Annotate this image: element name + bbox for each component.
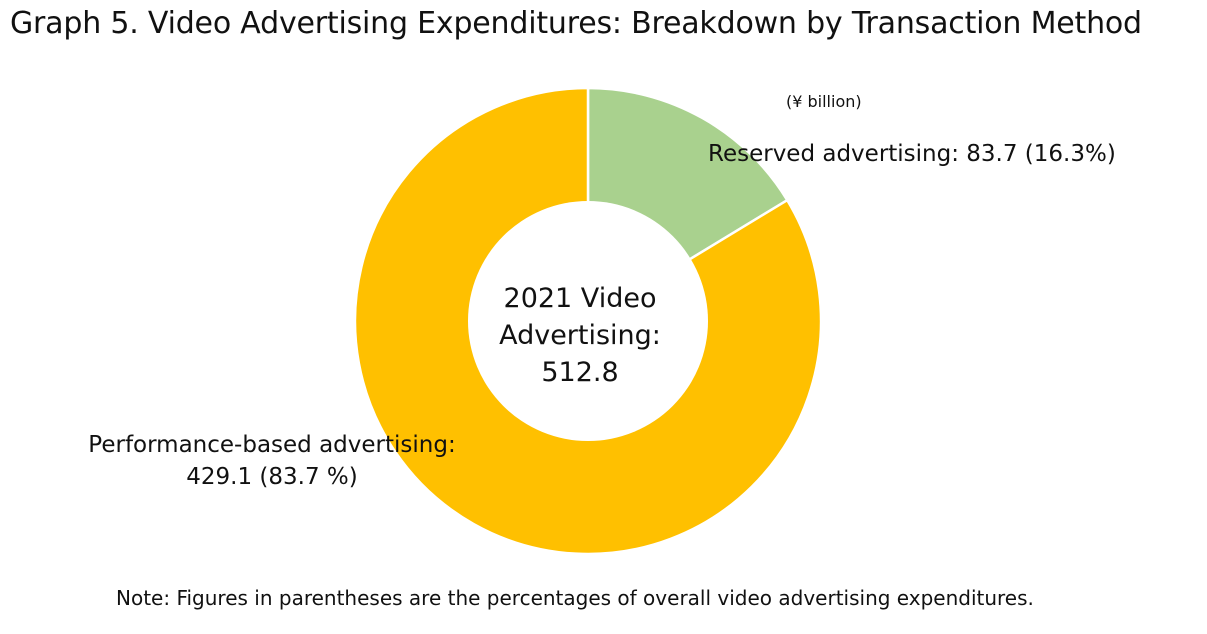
donut-hole — [468, 201, 708, 441]
chart-title: Graph 5. Video Advertising Expenditures:… — [10, 6, 1142, 41]
slice-label-performance: Performance-based advertising: 429.1 (83… — [62, 429, 482, 493]
slice-label-performance-name: Performance-based advertising: — [88, 432, 456, 458]
slice-label-performance-value: 429.1 (83.7 %) — [186, 464, 358, 490]
center-label-total: 512.8 — [541, 357, 619, 388]
slice-label-reserved: Reserved advertising: 83.7 (16.3%) — [708, 141, 1116, 167]
footnote: Note: Figures in parentheses are the per… — [116, 586, 1034, 610]
unit-label: (¥ billion) — [786, 92, 862, 111]
center-label-line-1: 2021 Video — [503, 283, 657, 314]
donut-center-label: 2021 Video Advertising: 512.8 — [455, 280, 705, 391]
center-label-line-2: Advertising: — [499, 320, 661, 351]
